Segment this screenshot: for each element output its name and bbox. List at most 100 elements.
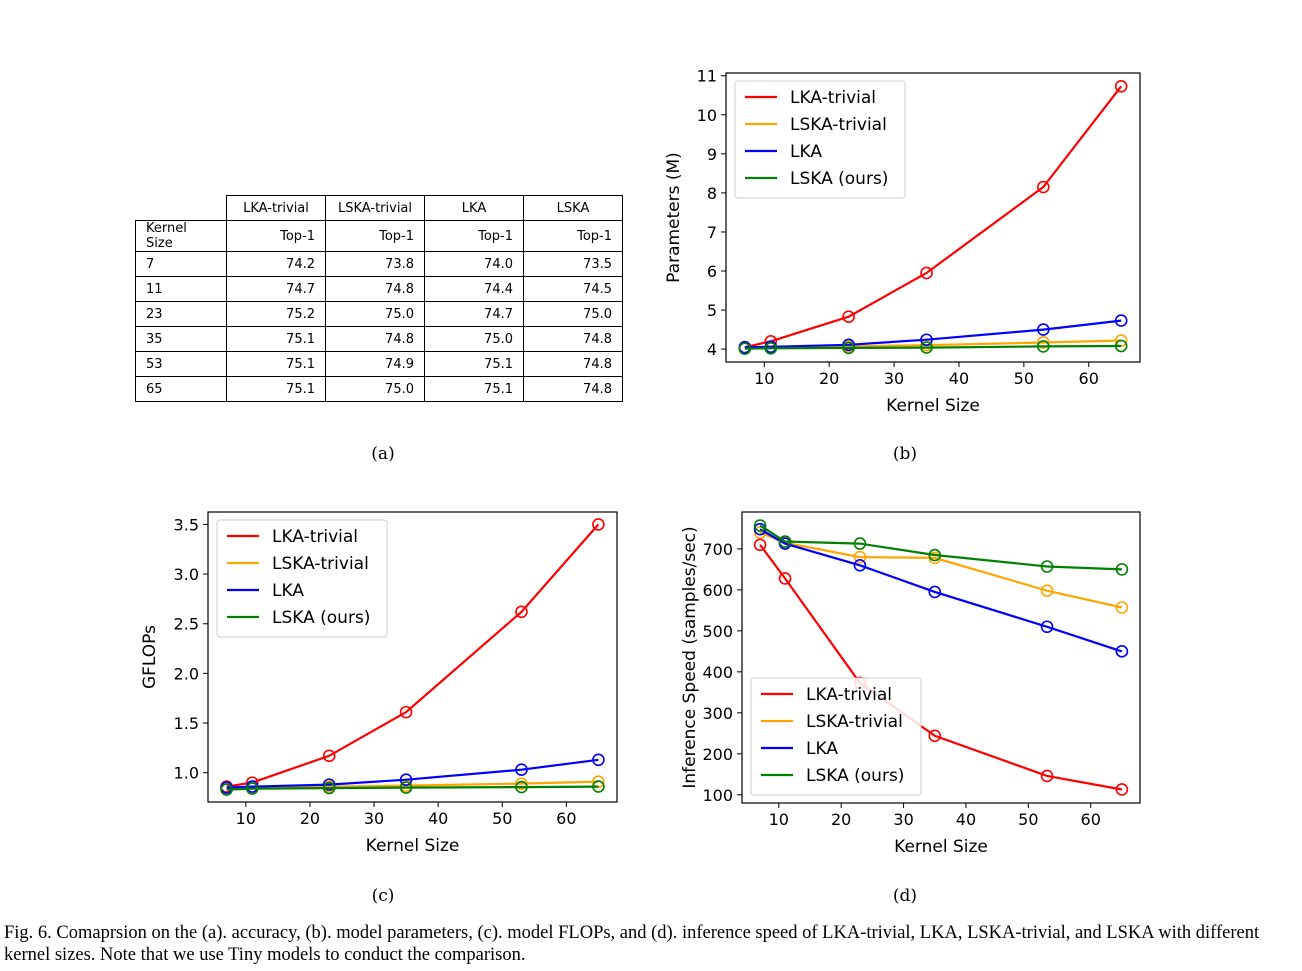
table-header-cell: LSKA-trivial bbox=[325, 195, 425, 221]
table-cell: 75.1 bbox=[424, 351, 524, 377]
table-header-cell: LKA-trivial bbox=[226, 195, 326, 221]
data-point bbox=[1115, 563, 1129, 576]
plot-frame bbox=[741, 511, 1141, 804]
data-point bbox=[1037, 336, 1050, 349]
table-row: 65 75.1 75.0 75.1 74.8 bbox=[135, 376, 623, 402]
x-tick-label: 40 bbox=[956, 810, 976, 829]
data-point bbox=[920, 266, 933, 280]
table-cell: 75.0 bbox=[325, 301, 425, 327]
data-point bbox=[842, 341, 855, 355]
x-tick-label: 20 bbox=[300, 809, 320, 828]
data-point bbox=[1040, 769, 1054, 783]
table-cell: 11 bbox=[135, 276, 227, 302]
data-point bbox=[1115, 601, 1129, 614]
table-cell: 74.7 bbox=[226, 276, 326, 302]
table-cell: 73.8 bbox=[325, 251, 425, 277]
legend-label: LKA bbox=[790, 142, 822, 162]
x-tick-label: 50 bbox=[1014, 369, 1034, 388]
table-cell: 74.8 bbox=[325, 276, 425, 302]
x-axis-label: Kernel Size bbox=[366, 836, 460, 856]
data-point bbox=[842, 338, 855, 352]
data-point bbox=[753, 538, 767, 552]
table-cell: 74.5 bbox=[523, 276, 623, 302]
data-point bbox=[1037, 340, 1050, 353]
table-subheader-cell: Top-1 bbox=[424, 220, 524, 252]
table-cell: 75.1 bbox=[226, 351, 326, 377]
data-point bbox=[1115, 645, 1129, 658]
legend: LKA-trivial LSKA-trivial LKA LSKA (ours) bbox=[734, 80, 906, 199]
y-tick-label: 9 bbox=[707, 145, 717, 164]
legend: LKA-trivial LSKA-trivial LKA LSKA (ours) bbox=[216, 519, 388, 638]
table-cell: 75.1 bbox=[226, 326, 326, 352]
legend-label: LSKA (ours) bbox=[790, 169, 888, 189]
plot-frame bbox=[207, 511, 618, 803]
table-cell: 75.1 bbox=[424, 376, 524, 402]
data-point bbox=[1040, 560, 1054, 573]
x-tick-label: 10 bbox=[236, 809, 256, 828]
data-point bbox=[322, 749, 336, 763]
y-tick-label: 6 bbox=[707, 262, 717, 281]
y-tick-label: 8 bbox=[707, 184, 717, 203]
data-point bbox=[842, 310, 855, 323]
data-point bbox=[778, 535, 792, 548]
chart-d: 10 20 30 40 50 60 100 200 300 400 500 600 700 Kernel … bbox=[680, 511, 1141, 857]
legend-label: LSKA (ours) bbox=[806, 766, 904, 786]
x-tick-label: 50 bbox=[492, 809, 512, 828]
data-point bbox=[738, 342, 752, 356]
chart-c: 10 20 30 40 50 60 1.0 1.5 2.0 2.5 3.0 3.5 Kernel Siz… bbox=[140, 511, 618, 856]
data-point bbox=[753, 519, 767, 532]
y-tick-label: 4 bbox=[707, 340, 717, 359]
legend-label: LKA-trivial bbox=[790, 88, 876, 108]
table-cell: 75.1 bbox=[226, 376, 326, 402]
data-point bbox=[399, 773, 413, 786]
y-tick-label: 1.5 bbox=[174, 714, 199, 733]
data-point bbox=[1114, 339, 1128, 353]
data-point bbox=[399, 781, 413, 794]
legend-label: LSKA-trivial bbox=[272, 554, 369, 574]
x-axis-label: Kernel Size bbox=[894, 837, 988, 857]
y-tick-label: 5 bbox=[707, 301, 717, 320]
data-point bbox=[853, 550, 867, 564]
x-tick-label: 60 bbox=[556, 809, 576, 828]
series-line bbox=[759, 531, 1123, 609]
data-point bbox=[1115, 783, 1129, 796]
data-point bbox=[515, 605, 528, 619]
y-tick-label: 2.0 bbox=[174, 664, 199, 683]
data-point bbox=[1114, 79, 1128, 93]
data-point bbox=[928, 729, 942, 743]
legend-label: LKA-trivial bbox=[806, 685, 892, 705]
data-point bbox=[778, 572, 792, 585]
subfigure-label-a: (a) bbox=[371, 444, 395, 464]
chart-b: 10 20 30 40 50 60 4 5 6 7 8 9 10 11 Kernel Size Paramet… bbox=[664, 67, 1141, 416]
series-line bbox=[226, 785, 599, 791]
plot-frame bbox=[725, 72, 1141, 363]
x-axis-label: Kernel Size bbox=[886, 396, 980, 416]
table-cell: 7 bbox=[135, 251, 227, 277]
legend-label: LKA bbox=[272, 581, 304, 601]
data-point bbox=[1037, 180, 1050, 194]
x-tick-label: 30 bbox=[364, 809, 384, 828]
subfigure-label-b: (b) bbox=[892, 444, 918, 464]
y-tick-label: 1.0 bbox=[174, 764, 199, 783]
legend-label: LSKA-trivial bbox=[806, 712, 903, 732]
x-tick-label: 30 bbox=[893, 810, 913, 829]
subfigure-label-c: (c) bbox=[371, 886, 395, 906]
table-header-cell: LSKA bbox=[523, 195, 623, 221]
y-tick-label: 11 bbox=[697, 67, 717, 86]
y-axis-label: GFLOPs bbox=[140, 625, 160, 689]
table-cell: 74.9 bbox=[325, 351, 425, 377]
y-axis-label: Parameters (M) bbox=[664, 152, 684, 283]
x-tick-label: 60 bbox=[1079, 369, 1099, 388]
data-point bbox=[1037, 323, 1050, 336]
x-tick-label: 60 bbox=[1081, 810, 1101, 829]
legend-box bbox=[734, 80, 906, 199]
data-point bbox=[322, 778, 336, 791]
figure-caption: Fig. 6. Comaprsion on the (a). accuracy,… bbox=[4, 923, 1260, 965]
table-header-row: LKA-trivial LSKA-trivial LKA LSKA bbox=[136, 195, 623, 221]
legend: LKA-trivial LSKA-trivial LKA LSKA (ours) bbox=[750, 677, 922, 796]
y-tick-label: 300 bbox=[702, 704, 733, 723]
table-cell: 74.7 bbox=[424, 301, 524, 327]
accuracy-table: LKA-trivial LSKA-trivial LKA LSKA Kernel… bbox=[135, 195, 623, 402]
data-point bbox=[853, 537, 867, 550]
